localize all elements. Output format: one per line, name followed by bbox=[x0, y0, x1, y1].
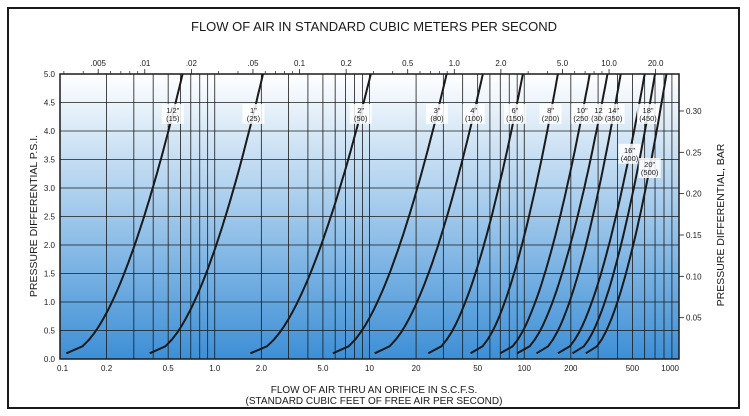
series-label: 18" bbox=[643, 106, 654, 115]
y-tick-label: 2.5 bbox=[44, 213, 56, 222]
series-label: 4" bbox=[470, 106, 477, 115]
y-tick-label: 1.0 bbox=[44, 298, 56, 307]
series-label-bg bbox=[618, 143, 641, 164]
y-tick-label: 2.0 bbox=[44, 241, 56, 250]
series-label-bg bbox=[539, 103, 562, 124]
series-label-metric: (400) bbox=[621, 154, 639, 163]
series-label-metric: (100) bbox=[465, 114, 483, 123]
top-tick-label: 0.2 bbox=[341, 59, 353, 68]
x-tick-label: 0.1 bbox=[57, 364, 69, 373]
series-label: 20" bbox=[644, 160, 655, 169]
right-tick-label: 0.20 bbox=[686, 190, 702, 199]
series-label: 12" bbox=[594, 106, 605, 115]
top-tick-label: .05 bbox=[247, 59, 259, 68]
y-tick-label: 3.5 bbox=[44, 156, 56, 165]
series-label-bg bbox=[503, 103, 526, 124]
series-label-bg bbox=[462, 103, 485, 124]
right-tick-label: 0.25 bbox=[686, 148, 702, 157]
x-tick-label: 100 bbox=[518, 364, 532, 373]
x-tick-label: 0.2 bbox=[101, 364, 113, 373]
series-label-metric: (150) bbox=[506, 114, 524, 123]
y-tick-label: 4.0 bbox=[44, 127, 56, 136]
x-tick-label: 0.5 bbox=[163, 364, 175, 373]
series-label-bg bbox=[638, 158, 661, 179]
series-label-metric: (450) bbox=[639, 114, 657, 123]
top-tick-label: 1.0 bbox=[449, 59, 461, 68]
series-label-metric: (500) bbox=[641, 168, 659, 177]
series-label-metric: (80) bbox=[430, 114, 444, 123]
series-label-metric: (15) bbox=[166, 114, 180, 123]
top-tick-label: .02 bbox=[186, 59, 198, 68]
series-label-metric: (200) bbox=[542, 114, 560, 123]
x-tick-label: 5.0 bbox=[317, 364, 329, 373]
series-label: 10" bbox=[577, 106, 588, 115]
series-label-bg bbox=[602, 103, 625, 124]
chart-title: FLOW OF AIR IN STANDARD CUBIC METERS PER… bbox=[191, 19, 557, 34]
x-tick-label: 500 bbox=[626, 364, 640, 373]
series-line bbox=[557, 73, 646, 355]
y-tick-label: 0.5 bbox=[44, 327, 56, 336]
series-label-metric: (350) bbox=[605, 114, 623, 123]
x-tick-label: 50 bbox=[473, 364, 482, 373]
series-label-metric: (300) bbox=[591, 114, 609, 123]
series-label-bg bbox=[161, 103, 184, 124]
y-tick-label: 3.0 bbox=[44, 184, 56, 193]
series-label: 14" bbox=[608, 106, 619, 115]
y-axis-label-left: PRESSURE DIFFERENTIAL P.S.I. bbox=[28, 135, 40, 297]
series-layer: 1/2"(15) 1"(25) 2"(50) 3"(80) 4"(100) 6"(150)… bbox=[66, 73, 668, 355]
series-label-metric: (50) bbox=[354, 114, 368, 123]
x-tick-label: 1000 bbox=[661, 364, 679, 373]
series-label: 2" bbox=[357, 106, 364, 115]
series-label: 16" bbox=[624, 146, 635, 155]
series-label-bg bbox=[349, 103, 372, 124]
series-label: 1/2" bbox=[166, 106, 179, 115]
series-line bbox=[585, 73, 668, 355]
axes: 0.1 0.2 0.5 1.0 2.0 5.0 10 20 50 100 200 500 1000 0.0… bbox=[44, 59, 702, 373]
x-tick-label: 10 bbox=[365, 364, 374, 373]
y-tick-label: 1.5 bbox=[44, 270, 56, 279]
top-tick-label: 20.0 bbox=[648, 59, 664, 68]
series-label-bg bbox=[242, 103, 265, 124]
series-label: 1" bbox=[250, 106, 257, 115]
right-tick-label: 0.05 bbox=[686, 314, 702, 323]
series-label: 3" bbox=[434, 106, 441, 115]
top-tick-label: 0.5 bbox=[402, 59, 414, 68]
top-tick-label: 5.0 bbox=[557, 59, 569, 68]
series-label-bg bbox=[426, 103, 449, 124]
top-tick-label: .01 bbox=[139, 59, 151, 68]
x-tick-label: 1.0 bbox=[209, 364, 221, 373]
y-tick-label: 4.5 bbox=[44, 99, 56, 108]
top-tick-label: 10.0 bbox=[601, 59, 617, 68]
y-tick-label: 5.0 bbox=[44, 70, 56, 79]
right-tick-label: 0.15 bbox=[686, 231, 702, 240]
series-label-metric: (250) bbox=[573, 114, 591, 123]
y-axis-label-right: PRESSURE DIFFERENTIAL, BAR bbox=[715, 143, 727, 306]
top-tick-label: 0.1 bbox=[294, 59, 306, 68]
x-tick-label: 2.0 bbox=[256, 364, 268, 373]
x-axis-label: FLOW OF AIR THRU AN ORIFICE IN S.C.F.S. bbox=[271, 385, 478, 396]
series-label: 8" bbox=[547, 106, 554, 115]
series-label: 6" bbox=[511, 106, 518, 115]
top-tick-label: 2.0 bbox=[495, 59, 507, 68]
x-axis-sublabel: (STANDARD CUBIC FEET OF FREE AIR PER SEC… bbox=[246, 396, 503, 407]
right-tick-label: 0.10 bbox=[686, 272, 702, 281]
series-label-metric: (25) bbox=[247, 114, 261, 123]
top-tick-label: .005 bbox=[90, 59, 106, 68]
right-tick-label: 0.30 bbox=[686, 107, 702, 116]
x-tick-label: 200 bbox=[564, 364, 578, 373]
series-label-bg bbox=[637, 103, 660, 124]
y-tick-label: 0.0 bbox=[44, 355, 56, 364]
x-tick-label: 20 bbox=[412, 364, 421, 373]
series-label-bg bbox=[571, 103, 594, 124]
